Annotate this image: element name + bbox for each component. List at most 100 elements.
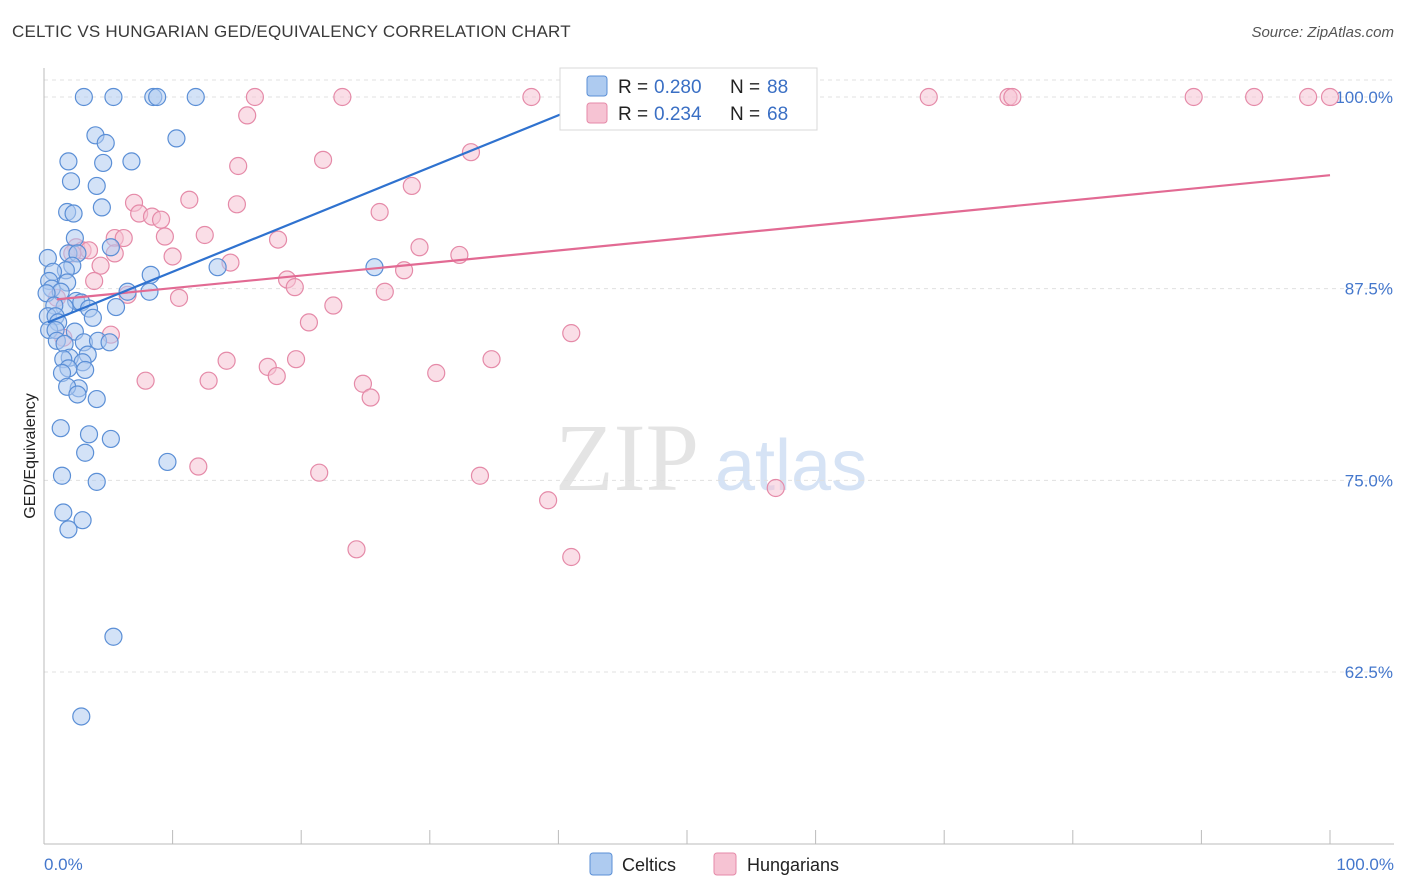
chart-title: CELTIC VS HUNGARIAN GED/EQUIVALENCY CORR…: [12, 22, 571, 41]
hungarians-point: [227, 195, 246, 214]
celtics-point: [186, 87, 205, 107]
legend-celtics-r-value: 0.280: [654, 77, 702, 98]
legend-celtics-n-label: N =: [730, 77, 760, 98]
hungarians-point: [919, 87, 938, 107]
x-tick-label-min: 0.0%: [44, 855, 83, 874]
hungarians-point: [268, 230, 288, 249]
hungarians-point: [1003, 87, 1022, 107]
watermark-atlas: atlas: [715, 426, 867, 506]
hungarians-point: [169, 288, 189, 307]
celtics-point: [61, 172, 81, 191]
celtics-point: [158, 452, 177, 472]
hungarians-point: [299, 313, 319, 332]
celtics-point: [104, 87, 123, 107]
x-tick-label-max: 100.0%: [1336, 855, 1394, 874]
hungarians-point: [1299, 87, 1318, 107]
hungarians-point: [347, 540, 366, 559]
celtics-point: [101, 429, 120, 449]
celtics-points: [37, 87, 384, 726]
hungarians-point: [410, 238, 429, 257]
celtics-point: [101, 238, 120, 257]
bottom-legend-swatch-celtics: [589, 852, 613, 876]
celtics-point: [79, 425, 99, 444]
hungarians-point: [199, 371, 218, 390]
celtics-point: [104, 627, 123, 646]
hungarians-point: [310, 463, 329, 482]
hungarians-point: [180, 190, 199, 209]
bottom-legend-swatch-hungarians: [713, 852, 737, 876]
hungarians-point: [361, 388, 380, 407]
hungarians-point: [370, 202, 389, 222]
hungarians-point: [114, 228, 133, 248]
y-tick-label: 100.0%: [1335, 88, 1393, 107]
legend-swatch-hungarians: [586, 102, 608, 124]
celtics-point: [76, 443, 95, 462]
hungarians-point: [1320, 87, 1340, 107]
hungarians-point: [402, 176, 421, 196]
celtics-point: [76, 360, 95, 380]
hungarians-point: [238, 106, 257, 125]
hungarians-point: [217, 351, 236, 370]
y-tick-labels: 62.5% 75.0% 87.5% 100.0%: [1335, 88, 1393, 682]
legend-celtics-r-label: R =: [618, 77, 648, 98]
celtics-point: [73, 511, 92, 530]
hungarians-point: [482, 350, 501, 369]
series-legend: Celtics Hungarians: [589, 852, 839, 876]
bottom-legend-hungarians: Hungarians: [747, 855, 839, 875]
hungarians-point: [562, 324, 581, 343]
y-tick-label: 75.0%: [1345, 471, 1393, 490]
celtics-point: [94, 153, 113, 173]
hungarians-point: [285, 278, 304, 297]
hungarians-point: [267, 366, 286, 386]
hungarians-point: [427, 363, 446, 383]
celtics-point: [51, 419, 70, 438]
hungarians-point: [313, 150, 333, 169]
celtics-point: [59, 152, 78, 171]
legend-celtics-n-value: 88: [767, 77, 788, 98]
celtics-point: [83, 308, 102, 327]
y-tick-label: 87.5%: [1345, 280, 1393, 299]
celtics-trend-line: [47, 95, 604, 324]
y-tick-label: 62.5%: [1345, 663, 1393, 682]
hungarians-point: [163, 247, 182, 266]
watermark: ZIP atlas: [555, 404, 867, 511]
hungarians-point: [324, 296, 343, 315]
hungarians-point: [522, 87, 541, 107]
watermark-zip: ZIP: [555, 404, 699, 511]
hungarians-point: [375, 282, 394, 301]
celtics-point: [87, 176, 106, 196]
celtics-point: [208, 258, 227, 277]
hungarians-point: [91, 256, 110, 275]
correlation-legend: R = 0.280 N = 88 R = 0.234 N = 68: [559, 67, 818, 131]
celtics-point: [96, 133, 115, 153]
hungarians-point: [229, 156, 248, 176]
bottom-legend-celtics: Celtics: [622, 855, 676, 875]
legend-hungarians-n-value: 68: [767, 104, 788, 125]
celtics-point: [92, 198, 111, 217]
hungarians-point: [245, 87, 265, 107]
celtics-point: [106, 297, 126, 317]
hungarians-point: [1245, 87, 1264, 107]
celtics-point: [74, 87, 93, 107]
hungarians-point: [1184, 87, 1203, 107]
legend-hungarians-r-label: R =: [618, 104, 648, 125]
hungarians-point: [353, 374, 373, 393]
trend-lines: [47, 95, 1331, 324]
celtics-point: [87, 389, 106, 409]
hungarians-point: [286, 350, 306, 369]
hungarians-point: [155, 227, 174, 246]
hungarians-point: [333, 87, 352, 107]
celtics-point: [122, 152, 141, 171]
hungarians-point: [470, 466, 490, 485]
celtics-point: [65, 228, 84, 248]
celtics-point: [52, 466, 72, 485]
celtics-point: [87, 472, 106, 491]
celtics-point: [54, 503, 73, 522]
hungarians-point: [539, 491, 558, 510]
hungarians-point: [562, 547, 581, 567]
legend-hungarians-r-value: 0.234: [654, 104, 702, 125]
hungarians-point: [151, 210, 171, 229]
hungarians-point: [85, 271, 104, 291]
celtics-point: [167, 129, 186, 148]
